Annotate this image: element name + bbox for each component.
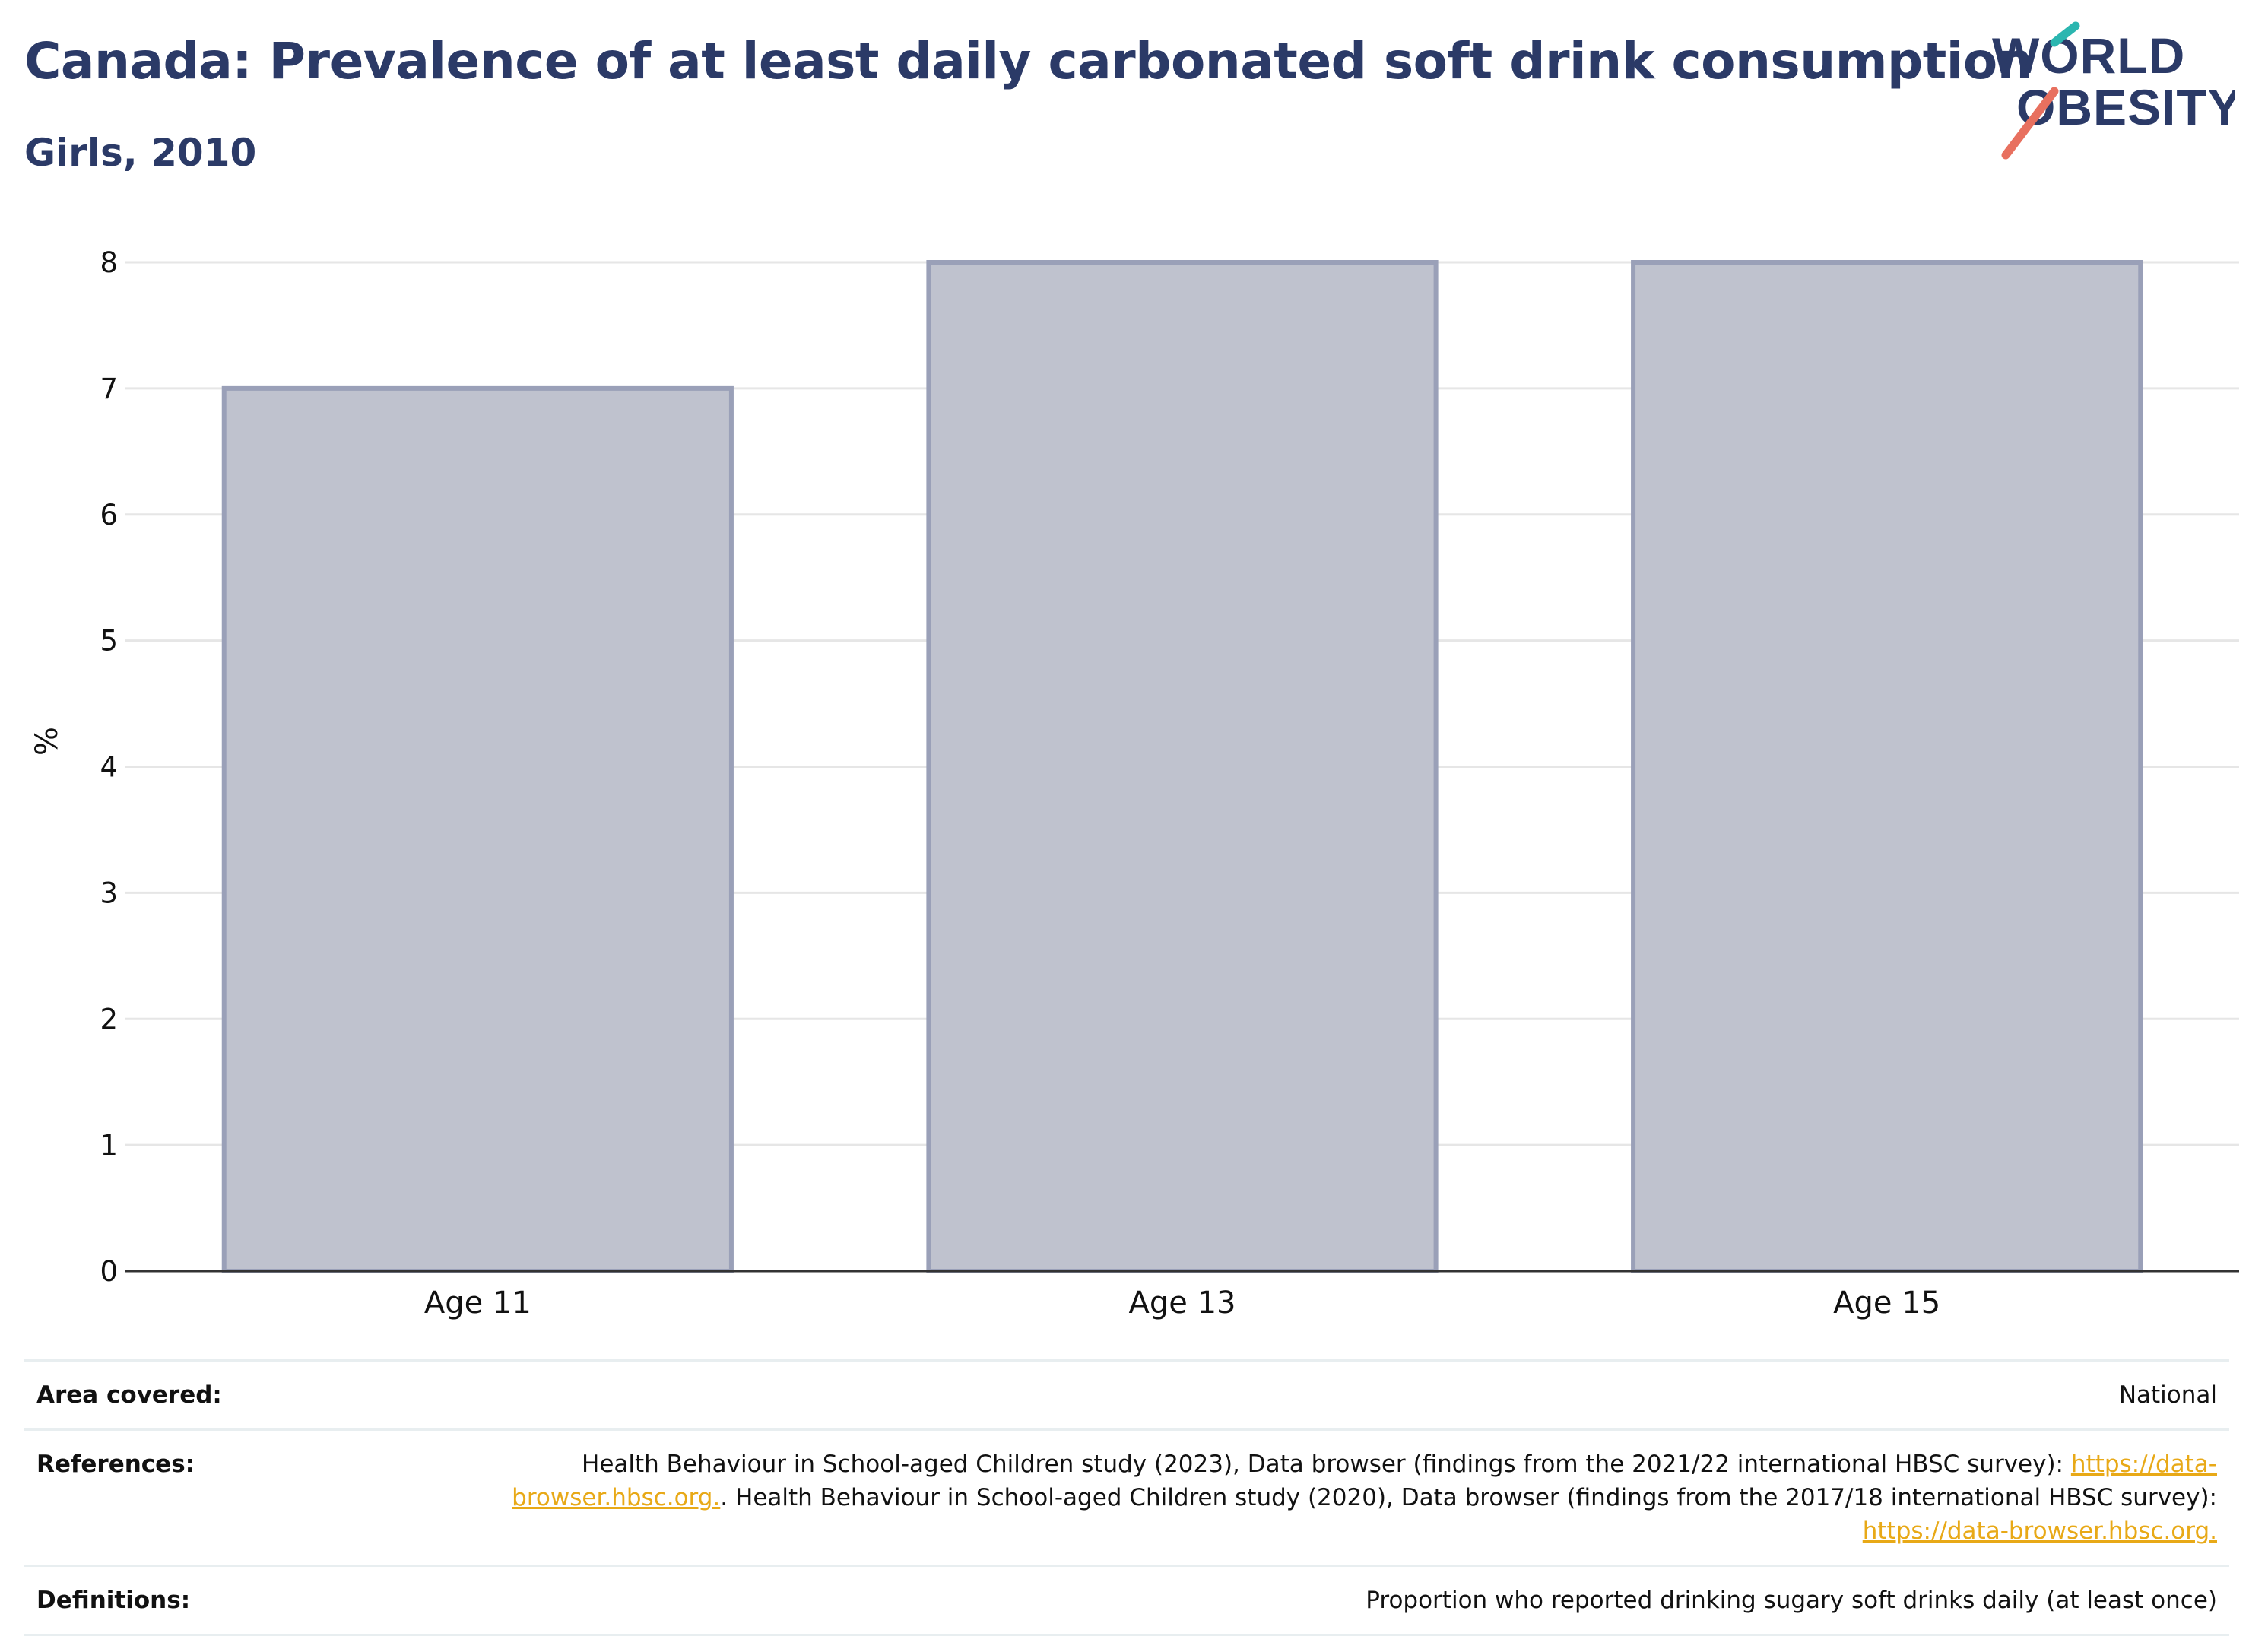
- y-tick-label: 4: [100, 751, 118, 784]
- chart-title: Canada: Prevalence of at least daily car…: [24, 32, 2033, 90]
- y-tick-label: 0: [100, 1255, 118, 1288]
- bar-chart: 0 1 2 3 4 5 6 7 8 Age 11 Age 13 Age 15 %: [30, 246, 2239, 1321]
- x-tick-label: Age 15: [1833, 1286, 1940, 1321]
- references-text-1: Health Behaviour in School-aged Children…: [582, 1451, 2071, 1479]
- definitions-row: Definitions: Proportion who reported dri…: [24, 1565, 2229, 1637]
- bar-age-13: [926, 260, 1439, 1273]
- world-obesity-logo: WORLD OBESITY: [1992, 21, 2235, 160]
- logo-text-world: WORLD: [1992, 27, 2185, 84]
- y-tick-label: 1: [100, 1129, 118, 1162]
- reference-link-2[interactable]: https://data-browser.hbsc.org.: [1862, 1517, 2217, 1546]
- area-covered-label: Area covered:: [24, 1359, 444, 1432]
- area-covered-row: Area covered: National: [24, 1359, 2229, 1432]
- x-tick-labels: Age 11 Age 13 Age 15: [424, 1286, 1940, 1321]
- reference-link-1[interactable]: https://data-browser.hbsc.org.: [512, 1451, 2217, 1512]
- info-table: Area covered: National References: Healt…: [24, 1359, 2229, 1637]
- y-axis-label: %: [30, 727, 65, 756]
- y-tick-label: 3: [100, 877, 118, 909]
- area-covered-value: National: [444, 1359, 2229, 1432]
- y-tick-label: 8: [100, 246, 118, 279]
- references-row: References: Health Behaviour in School-a…: [24, 1428, 2229, 1568]
- y-tick-labels: 0 1 2 3 4 5 6 7 8: [100, 246, 118, 1288]
- y-tick-label: 2: [100, 1003, 118, 1035]
- definitions-value: Proportion who reported drinking sugary …: [444, 1565, 2229, 1637]
- references-text-2: . Health Behaviour in School-aged Childr…: [720, 1484, 2217, 1512]
- bars: [221, 260, 2143, 1273]
- x-tick-label: Age 11: [424, 1286, 531, 1321]
- references-value: Health Behaviour in School-aged Children…: [444, 1428, 2229, 1568]
- chart-subtitle: Girls, 2010: [24, 131, 257, 175]
- y-tick-label: 6: [100, 499, 118, 531]
- references-label: References:: [24, 1428, 444, 1568]
- bar-age-15: [1631, 260, 2143, 1273]
- logo-coral-stroke: [2001, 87, 2059, 160]
- definitions-label: Definitions:: [24, 1565, 444, 1637]
- y-tick-label: 7: [100, 373, 118, 405]
- bar-age-11: [221, 385, 734, 1273]
- y-tick-label: 5: [100, 625, 118, 658]
- x-tick-label: Age 13: [1129, 1286, 1236, 1321]
- logo-teal-stroke: [2050, 21, 2080, 47]
